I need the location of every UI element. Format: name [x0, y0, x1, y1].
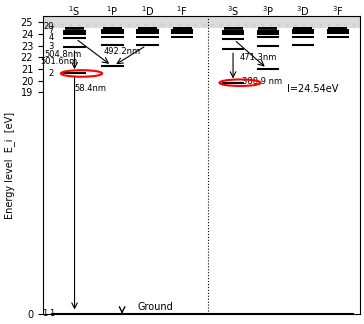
Text: $^3$S: $^3$S [227, 5, 239, 18]
Text: $^3$F: $^3$F [332, 5, 344, 18]
Text: I=24.54eV: I=24.54eV [286, 84, 338, 94]
Text: 504.8nm: 504.8nm [45, 51, 82, 60]
Text: 7: 7 [48, 26, 54, 35]
Text: $^3$D: $^3$D [296, 5, 310, 18]
Text: Ground: Ground [138, 302, 174, 312]
Text: 3: 3 [48, 42, 54, 51]
Text: 1: 1 [49, 309, 54, 318]
Text: 58.4nm: 58.4nm [74, 84, 106, 93]
Bar [43, 17, 360, 28]
Text: 471.3nm: 471.3nm [240, 53, 277, 62]
Text: $^3$P: $^3$P [262, 5, 274, 18]
Text: 4: 4 [49, 33, 54, 42]
Text: 2: 2 [49, 69, 54, 78]
Text: 388.9 nm: 388.9 nm [241, 77, 282, 86]
Text: 492.2nm: 492.2nm [103, 47, 141, 56]
Y-axis label: Energy level  E_i  [eV]: Energy level E_i [eV] [4, 111, 15, 219]
Text: $^1$F: $^1$F [177, 5, 188, 18]
Text: $^1$P: $^1$P [106, 5, 119, 18]
Text: 501.6nm: 501.6nm [40, 57, 77, 66]
Text: 1: 1 [42, 309, 48, 318]
Text: 20: 20 [43, 22, 54, 31]
Text: $^1$S: $^1$S [68, 5, 81, 18]
Text: $^1$D: $^1$D [141, 5, 154, 18]
